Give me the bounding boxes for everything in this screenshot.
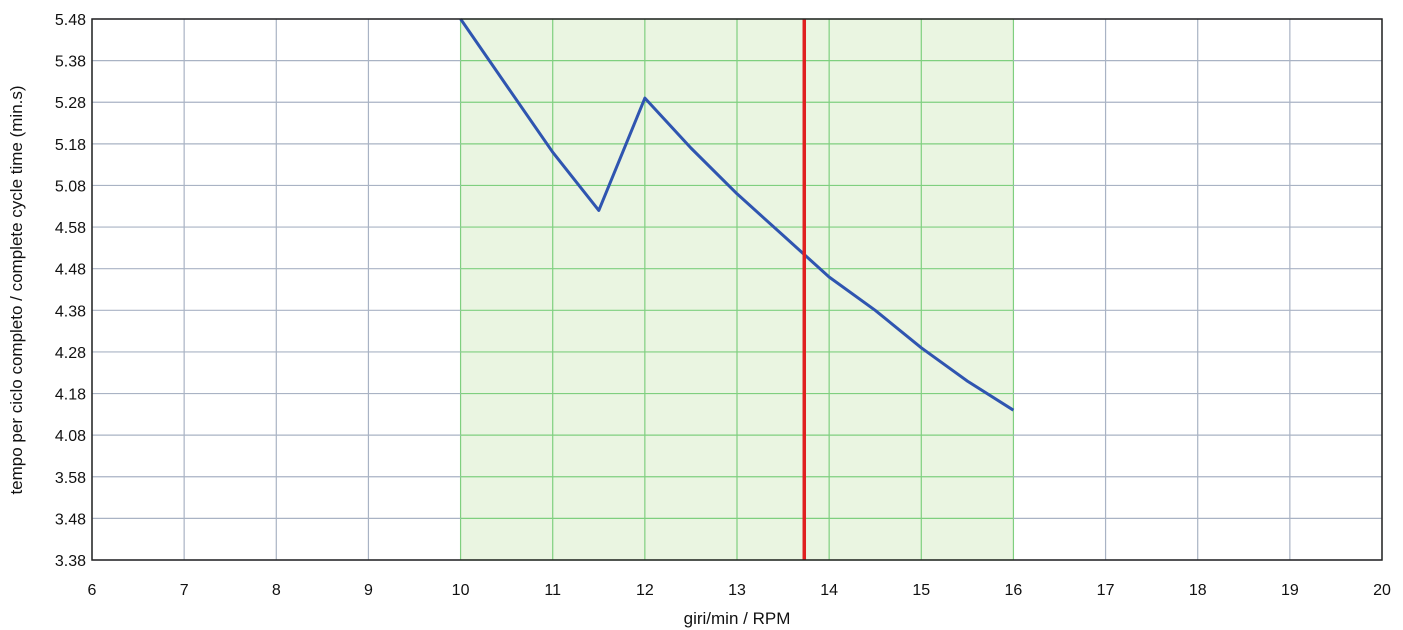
x-tick-label: 19 [1281,582,1299,599]
y-tick-label: 5.38 [55,54,86,71]
plot-frame [91,18,1383,561]
y-tick-label: 5.48 [55,12,86,29]
y-tick-label: 4.18 [55,387,86,404]
series-line [459,18,1015,412]
y-axis-label: tempo per ciclo completo / complete cycl… [7,85,26,494]
x-tick-label: 15 [912,582,930,599]
x-tick-label: 17 [1097,582,1115,599]
y-tick-label: 4.38 [55,303,86,320]
x-tick-label: 8 [272,582,281,599]
x-tick-label: 18 [1189,582,1207,599]
y-tick-label: 4.28 [55,345,86,362]
y-tick-label: 3.58 [55,470,86,487]
y-tick-label: 4.58 [55,220,86,237]
y-tick-label: 5.18 [55,137,86,154]
x-tick-label: 16 [1005,582,1023,599]
x-tick-label: 13 [728,582,746,599]
y-tick-label: 5.08 [55,178,86,195]
y-tick-label: 4.08 [55,428,86,445]
y-tick-label: 3.38 [55,553,86,570]
x-tick-label: 6 [88,582,97,599]
y-tick-label: 5.28 [55,95,86,112]
y-tick-label: 4.48 [55,262,86,279]
x-tick-label: 20 [1373,582,1391,599]
x-axis-label: giri/min / RPM [684,609,791,628]
x-tick-label: 10 [452,582,470,599]
x-tick-label: 11 [544,582,561,599]
x-tick-label: 12 [636,582,654,599]
x-tick-label: 9 [364,582,373,599]
x-tick-label: 7 [180,582,189,599]
y-tick-label: 3.48 [55,511,86,528]
x-tick-label: 14 [820,582,838,599]
